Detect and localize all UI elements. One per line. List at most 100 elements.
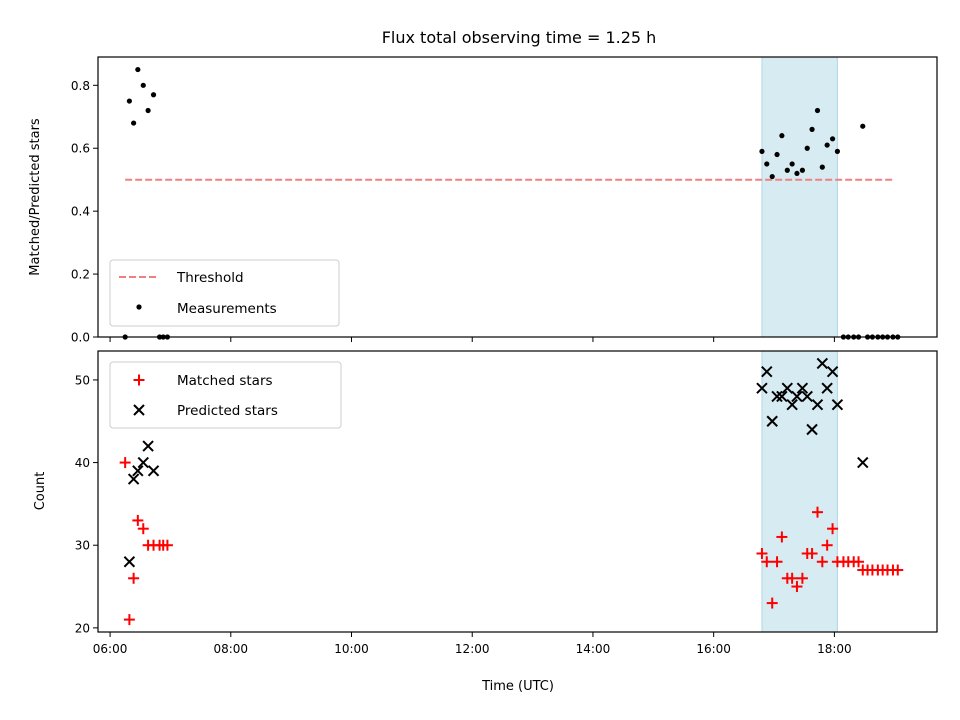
x-tick-label: 14:00: [576, 642, 611, 656]
measurement-point: [814, 107, 821, 114]
measurement-point: [819, 164, 825, 170]
x-tick-label: 18:00: [817, 642, 852, 656]
cross-b: [791, 390, 803, 403]
matched-star-marker: [128, 572, 140, 584]
predicted-star-marker: [142, 440, 154, 452]
predicted-star-marker: [137, 456, 149, 469]
predicted-star-marker: [831, 399, 844, 411]
legend-matched-label: Matched stars: [177, 373, 273, 389]
cross-b: [147, 465, 160, 477]
measurement-point: [799, 167, 805, 173]
axes-frame: [97, 56, 938, 338]
matched-star-marker: [756, 547, 768, 559]
legend-box: [109, 259, 340, 327]
cross-b: [123, 556, 136, 568]
predicted-star-marker: [132, 465, 144, 477]
matched-star-marker: [853, 556, 865, 568]
predicted-star-marker: [771, 390, 783, 403]
measurement-point: [784, 167, 790, 173]
measurement-point: [774, 151, 780, 158]
predicted-star-marker: [811, 399, 824, 411]
bottom-y-axis-label: Count: [33, 472, 48, 511]
y-tick-label: 30: [75, 539, 90, 553]
cross-b: [776, 390, 788, 403]
legend-threshold-label: Threshold: [176, 270, 244, 286]
predicted-star-marker: [133, 404, 145, 416]
matched-star-marker: [821, 539, 833, 551]
y-tick-label: 20: [75, 621, 90, 635]
cross-b: [786, 399, 798, 411]
highlight-span: [761, 56, 838, 338]
bottom-legend: Matched stars Predicted stars: [109, 361, 342, 429]
cross-b: [781, 382, 794, 394]
cross-b: [142, 440, 154, 452]
cross-b: [137, 456, 149, 469]
predicted-star-marker: [796, 382, 809, 394]
predicted-star-marker: [756, 382, 768, 394]
measurement-point: [135, 66, 141, 73]
top-legend: Threshold Measurements: [109, 259, 340, 327]
y-tick-label: 0.2: [71, 268, 90, 282]
predicted-star-marker: [127, 473, 140, 485]
matched-star-marker: [786, 572, 798, 584]
legend-measurements-label: Measurements: [177, 301, 277, 317]
cross-b: [133, 404, 145, 416]
y-tick-label: 0.6: [71, 142, 90, 156]
cross-b: [831, 399, 844, 411]
x-tick-label: 16:00: [696, 642, 731, 656]
matched-star-marker: [806, 547, 818, 559]
measurement-point: [126, 98, 132, 104]
measurement-point: [824, 142, 830, 148]
cross-b: [806, 423, 818, 436]
y-tick-label: 50: [75, 373, 90, 387]
measurement-point: [145, 107, 151, 114]
cross-b: [132, 465, 144, 477]
top-y-axis-label: Matched/Predicted stars: [28, 118, 43, 276]
axes-frame: [97, 350, 938, 633]
measurement-point: [834, 148, 841, 154]
matched-star-marker: [132, 514, 144, 526]
y-tick-label: 0.8: [71, 79, 90, 93]
cross-b: [756, 382, 768, 394]
matched-star-marker: [816, 556, 828, 568]
matched-star-marker: [796, 572, 808, 584]
predicted-star-marker: [776, 390, 788, 403]
measurement-point: [860, 123, 866, 129]
predicted-star-marker: [766, 415, 778, 427]
measurement-point: [794, 170, 800, 177]
matched-star-marker: [827, 523, 839, 535]
measurement-point: [140, 82, 146, 88]
cross-b: [826, 365, 839, 378]
predicted-star-marker: [801, 390, 813, 403]
predicted-star-marker: [781, 382, 794, 394]
matched-star-marker: [133, 374, 145, 386]
predicted-star-marker: [821, 382, 833, 394]
y-tick-label: 0.0: [71, 331, 90, 345]
matched-star-marker: [811, 506, 823, 518]
x-tick-label: 08:00: [213, 642, 248, 656]
predicted-star-marker: [786, 399, 798, 411]
cross-b: [816, 357, 829, 370]
measurement-point: [759, 148, 765, 154]
cross-b: [811, 399, 824, 411]
cross-b: [766, 415, 778, 427]
predicted-star-marker: [123, 556, 136, 568]
predicted-star-marker: [806, 423, 818, 436]
cross-b: [761, 365, 773, 378]
matched-star-marker: [761, 556, 773, 568]
x-axis-label: Time (UTC): [481, 679, 554, 694]
chart-title: Flux total observing time = 1.25 h: [382, 28, 657, 47]
matched-star-marker: [776, 531, 788, 543]
x-tick-label: 12:00: [455, 642, 490, 656]
legend-box: [109, 361, 342, 429]
cross-b: [127, 473, 140, 485]
legend-predicted-label: Predicted stars: [177, 403, 278, 419]
matched-star-marker: [791, 581, 803, 593]
measurement-point: [131, 120, 137, 126]
top-panel: 0.0 0.2 0.4 0.6 0.8 Threshold Measurements: [71, 56, 938, 345]
cross-b: [796, 382, 809, 394]
matched-star-marker: [119, 457, 131, 469]
cross-b: [821, 382, 833, 394]
cross-b: [801, 390, 813, 403]
